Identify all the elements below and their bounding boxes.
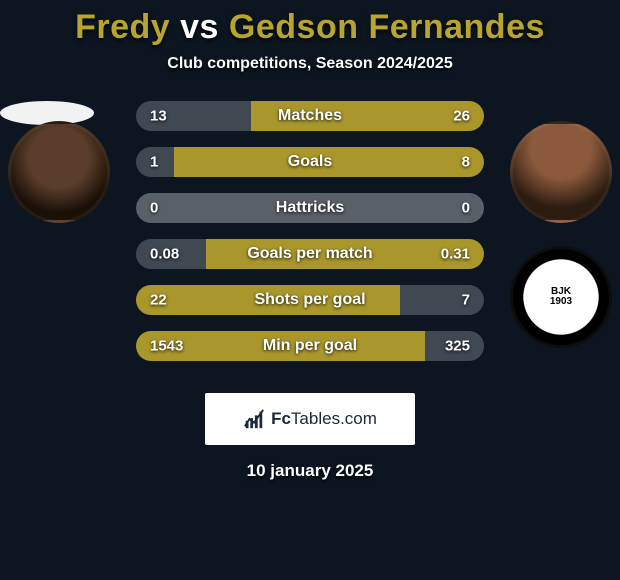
- stat-value-right: 8: [462, 154, 470, 171]
- club-right-text: BJK1903: [550, 287, 572, 307]
- stat-value-left: 0: [150, 200, 158, 217]
- stat-value-left: 0.08: [150, 246, 179, 263]
- stat-value-right: 0: [462, 200, 470, 217]
- brand-suffix: Tables.com: [291, 409, 377, 428]
- title-player1: Fredy: [75, 8, 170, 46]
- stat-label: Matches: [278, 107, 342, 125]
- brand-badge: FcTables.com: [205, 393, 415, 445]
- stat-row: 22 7 Shots per goal: [136, 285, 484, 315]
- comparison-card: Fredy vs Gedson Fernandes Club competiti…: [0, 0, 620, 481]
- stat-row: 1 8 Goals: [136, 147, 484, 177]
- stat-bars: 13 26 Matches 1 8 Goals 0 0 Hattricks 0.08 0.31 Goa…: [136, 101, 484, 377]
- date: 10 january 2025: [0, 461, 620, 481]
- stat-label: Shots per goal: [254, 291, 365, 309]
- stat-value-right: 7: [462, 292, 470, 309]
- stat-value-left: 1543: [150, 338, 183, 355]
- comparison-body: BJK1903 13 26 Matches 1 8 Goals 0 0 Hattricks 0.0…: [0, 101, 620, 381]
- title-vs: vs: [180, 8, 219, 46]
- brand-chart-icon: [243, 408, 265, 430]
- bar-right-fill: [400, 285, 484, 315]
- player1-avatar: [8, 121, 110, 223]
- player2-club-logo: BJK1903: [510, 246, 612, 348]
- stat-row: 0.08 0.31 Goals per match: [136, 239, 484, 269]
- stat-value-right: 26: [453, 108, 470, 125]
- stat-value-left: 22: [150, 292, 167, 309]
- subtitle: Club competitions, Season 2024/2025: [0, 55, 620, 73]
- stat-label: Min per goal: [263, 337, 357, 355]
- player2-avatar: [510, 121, 612, 223]
- stat-row: 13 26 Matches: [136, 101, 484, 131]
- brand-prefix: Fc: [271, 409, 291, 428]
- stat-value-right: 0.31: [441, 246, 470, 263]
- stat-value-left: 1: [150, 154, 158, 171]
- stat-label: Hattricks: [276, 199, 344, 217]
- title-player2: Gedson Fernandes: [229, 8, 545, 46]
- title: Fredy vs Gedson Fernandes: [0, 8, 620, 47]
- stat-value-left: 13: [150, 108, 167, 125]
- brand-text: FcTables.com: [271, 409, 377, 429]
- stat-label: Goals per match: [247, 245, 372, 263]
- stat-row: 0 0 Hattricks: [136, 193, 484, 223]
- stat-label: Goals: [288, 153, 332, 171]
- stat-value-right: 325: [445, 338, 470, 355]
- stat-row: 1543 325 Min per goal: [136, 331, 484, 361]
